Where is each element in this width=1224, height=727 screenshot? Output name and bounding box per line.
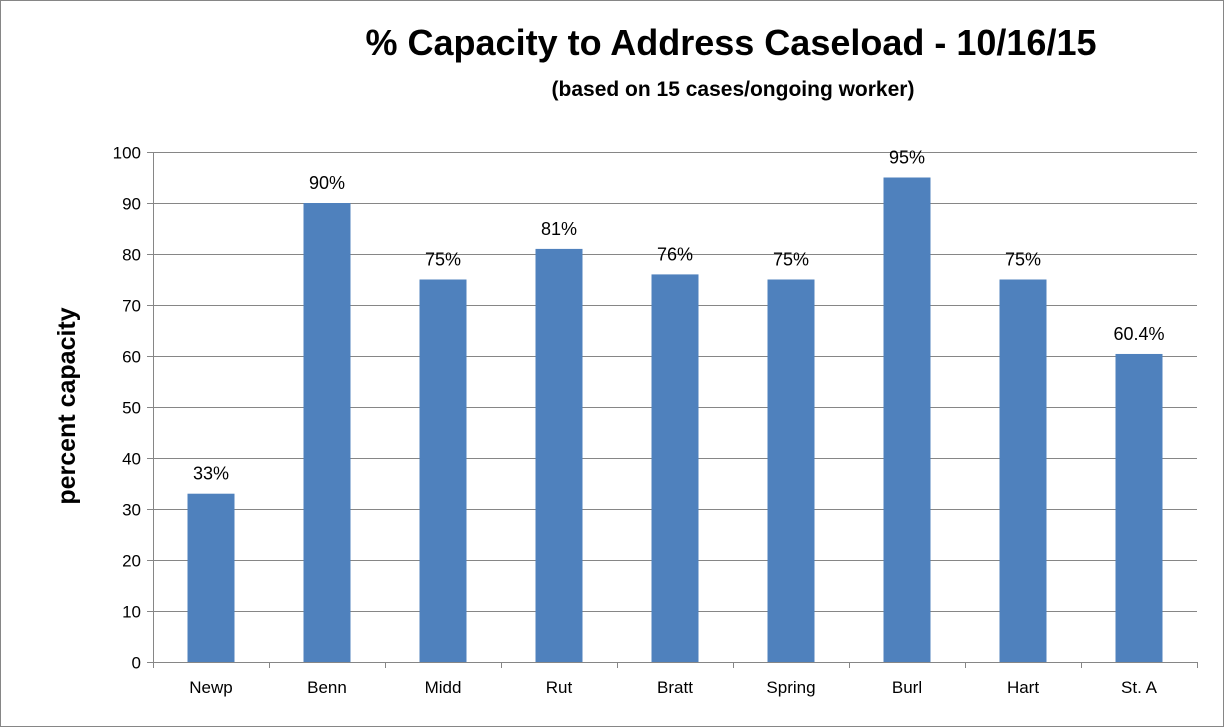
y-tick-label: 90 [122,195,141,214]
bar [767,279,815,662]
data-label: 60.4% [1113,324,1164,344]
bar [187,493,235,662]
y-tick-label: 40 [122,450,141,469]
data-labels: 33% 90% 75% 81% 76% 75% 95% 75% 60.4% [193,148,1165,484]
bar [303,203,351,662]
y-axis-label: percent capacity [53,307,81,504]
x-tick-label: Midd [425,678,462,697]
y-tick-label: 80 [122,246,141,265]
y-tick-label: 100 [113,144,141,163]
x-tick-label: Bratt [657,678,693,697]
chart-subtitle: (based on 15 cases/ongoing worker) [552,78,915,101]
y-tick-label: 70 [122,297,141,316]
x-tick-label: St. A [1121,678,1158,697]
x-tick-labels: Newp Benn Midd Rut Bratt Spring Burl Hart St. A [189,678,1157,697]
bar [999,279,1047,662]
x-tick-label: Hart [1007,678,1039,697]
data-label: 90% [309,173,345,193]
y-tick-label: 20 [122,552,141,571]
data-label: 33% [193,464,229,484]
x-tick-label: Rut [546,678,573,697]
data-label: 81% [541,219,577,239]
bar [883,177,931,662]
axes [147,152,1198,668]
x-tick-label: Benn [307,678,347,697]
y-tick-label: 60 [122,348,141,367]
y-tick-labels: 0 10 20 30 40 50 60 70 80 90 100 [113,144,141,673]
y-tick-label: 30 [122,501,141,520]
data-label: 95% [889,148,925,168]
y-tick-label: 10 [122,603,141,622]
data-label: 75% [425,250,461,270]
x-tick-label: Spring [766,678,815,697]
y-tick-label: 0 [132,654,141,673]
bar [651,274,699,662]
bar [535,248,583,662]
y-tick-label: 50 [122,399,141,418]
chart-title: % Capacity to Address Caseload - 10/16/1… [366,22,1097,63]
x-tick-label: Newp [189,678,232,697]
bars [187,177,1163,662]
data-label: 75% [1005,250,1041,270]
bar [419,279,467,662]
x-tick-label: Burl [892,678,922,697]
data-label: 76% [657,244,693,264]
data-label: 75% [773,250,809,270]
bar [1115,353,1163,662]
